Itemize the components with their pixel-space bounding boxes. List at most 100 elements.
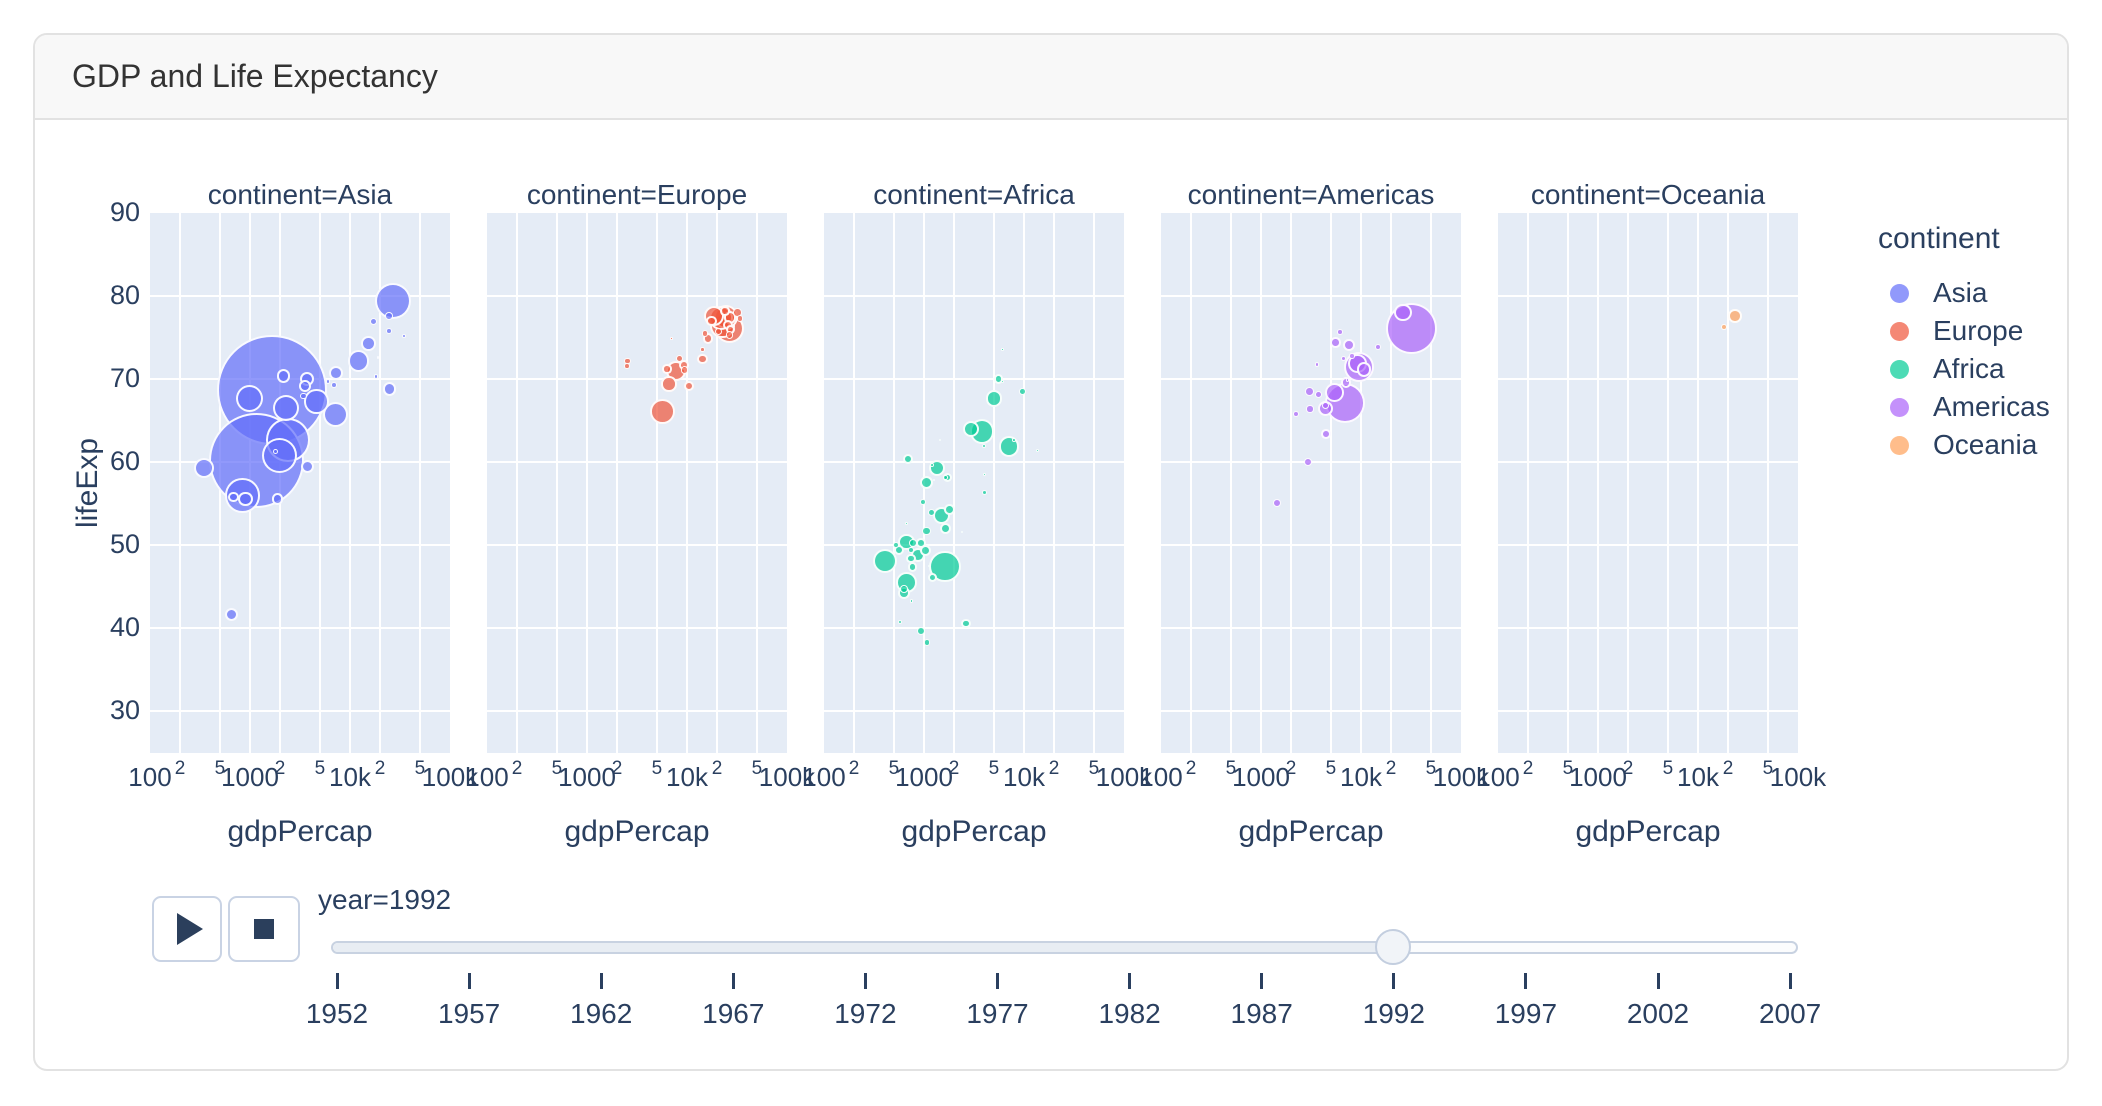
bubble[interactable] <box>681 366 689 374</box>
bubble[interactable] <box>323 402 349 428</box>
legend-item-europe[interactable]: Europe <box>1878 312 2050 350</box>
bubble[interactable] <box>373 374 379 379</box>
bubble[interactable] <box>982 443 987 448</box>
bubble[interactable] <box>1314 390 1322 398</box>
bubble[interactable] <box>897 619 903 624</box>
bubble[interactable] <box>1374 343 1381 350</box>
bubble[interactable] <box>374 283 411 320</box>
bubble[interactable] <box>893 545 905 556</box>
bubble[interactable] <box>1356 361 1372 377</box>
bubble[interactable] <box>224 607 238 621</box>
bubble[interactable] <box>1340 355 1346 361</box>
bubble[interactable] <box>902 453 914 465</box>
bubble[interactable] <box>702 330 709 337</box>
bubble[interactable] <box>1325 383 1345 402</box>
bubble[interactable] <box>714 328 723 336</box>
bubble[interactable] <box>892 542 900 549</box>
bubble[interactable] <box>272 395 299 422</box>
bubble[interactable] <box>1330 337 1342 348</box>
bubble[interactable] <box>920 498 927 506</box>
bubble[interactable] <box>1306 405 1314 413</box>
bubble[interactable] <box>1293 410 1300 418</box>
bubble[interactable] <box>920 476 934 490</box>
bubble[interactable] <box>943 503 956 516</box>
bubble[interactable] <box>922 527 931 536</box>
bubble[interactable] <box>697 354 708 365</box>
bubble[interactable] <box>276 369 291 383</box>
bubble[interactable] <box>706 315 717 327</box>
bubble[interactable] <box>938 438 941 441</box>
bubble[interactable] <box>369 318 377 326</box>
legend-item-asia[interactable]: Asia <box>1878 274 2050 312</box>
bubble[interactable] <box>1273 498 1282 507</box>
bubble[interactable] <box>304 389 329 414</box>
bubble[interactable] <box>960 531 963 533</box>
bubble[interactable] <box>238 491 253 507</box>
bubble[interactable] <box>961 618 971 629</box>
bubble[interactable] <box>298 379 311 392</box>
bubble[interactable] <box>1394 304 1412 322</box>
bubble[interactable] <box>670 337 673 340</box>
bubble[interactable] <box>300 392 307 399</box>
bubble[interactable] <box>998 436 1020 457</box>
bubble[interactable] <box>699 346 705 352</box>
bubble[interactable] <box>906 553 916 564</box>
bubble[interactable] <box>1314 361 1320 367</box>
bubble[interactable] <box>1385 302 1438 355</box>
bubble[interactable] <box>909 599 913 603</box>
bubble[interactable] <box>907 562 918 572</box>
play-button[interactable] <box>152 896 222 962</box>
bubble[interactable] <box>908 538 918 547</box>
bubble[interactable] <box>1337 328 1343 335</box>
bubble[interactable] <box>684 380 695 391</box>
bubble[interactable] <box>916 626 925 635</box>
year-slider-handle[interactable] <box>1375 929 1411 965</box>
bubble[interactable] <box>347 350 369 372</box>
bubble[interactable] <box>385 312 394 320</box>
bubble[interactable] <box>720 306 730 316</box>
legend-item-oceania[interactable]: Oceania <box>1878 426 2050 464</box>
bubble[interactable] <box>939 522 952 535</box>
bubble[interactable] <box>1349 353 1355 359</box>
bubble[interactable] <box>325 379 331 384</box>
bubble[interactable] <box>662 364 672 374</box>
bubble[interactable] <box>993 374 1004 384</box>
bubble[interactable] <box>1019 388 1026 395</box>
bubble[interactable] <box>661 376 677 392</box>
bubble[interactable] <box>962 420 980 438</box>
bubble[interactable] <box>923 639 931 646</box>
bubble[interactable] <box>930 462 935 467</box>
stop-button[interactable] <box>228 896 300 962</box>
bubble[interactable] <box>982 473 986 477</box>
legend-item-africa[interactable]: Africa <box>1878 350 2050 388</box>
bubble[interactable] <box>1728 309 1742 323</box>
bubble[interactable] <box>726 305 729 308</box>
bubble[interactable] <box>1322 402 1330 410</box>
bubble[interactable] <box>272 448 278 454</box>
bubble[interactable] <box>386 328 393 334</box>
year-slider-track[interactable] <box>331 941 1798 954</box>
bubble[interactable] <box>932 478 935 481</box>
bubble[interactable] <box>1035 449 1039 453</box>
bubble[interactable] <box>329 366 344 381</box>
bubble[interactable] <box>361 336 376 351</box>
bubble[interactable] <box>1343 339 1355 351</box>
bubble[interactable] <box>916 538 926 548</box>
bubble[interactable] <box>1012 437 1016 442</box>
bubble[interactable] <box>1303 457 1313 467</box>
bubble[interactable] <box>236 384 263 412</box>
bubble[interactable] <box>725 331 733 339</box>
bubble[interactable] <box>1000 379 1004 384</box>
bubble[interactable] <box>985 389 1003 407</box>
bubble[interactable] <box>382 382 397 396</box>
bubble[interactable] <box>1001 347 1004 351</box>
bubble[interactable] <box>228 491 239 503</box>
bubble[interactable] <box>330 382 337 388</box>
bubble[interactable] <box>676 354 684 362</box>
bubble[interactable] <box>1721 323 1728 330</box>
bubble[interactable] <box>872 549 897 574</box>
bubble[interactable] <box>927 509 936 517</box>
bubble[interactable] <box>300 459 315 474</box>
bubble[interactable] <box>376 356 380 359</box>
bubble[interactable] <box>900 585 908 594</box>
